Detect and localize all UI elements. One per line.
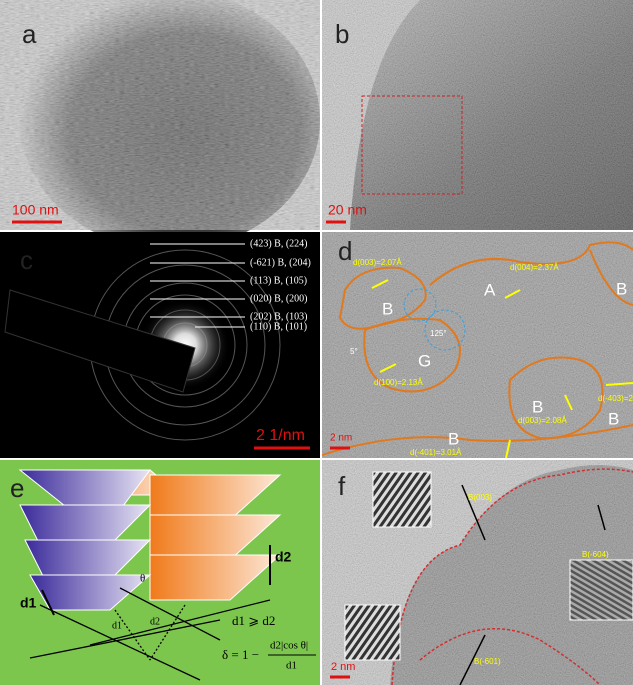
- d-spacing: d(-403)=2: [598, 394, 633, 403]
- symbol: d2: [150, 616, 160, 627]
- scale-label: 100 nm: [12, 202, 59, 218]
- panel-d: d(003)=2.07Å A B B 125° 5° G d(100)=2.13…: [322, 232, 633, 458]
- symbol: θ: [140, 573, 145, 585]
- angle-label: 5°: [350, 347, 358, 356]
- panel-letter: e: [10, 473, 24, 503]
- panel-letter: b: [335, 19, 349, 49]
- formula: d2|cos θ|: [270, 640, 308, 652]
- ring-label: (020) B, (200): [250, 293, 308, 304]
- ring-label: (202) B, (103): [250, 311, 308, 322]
- ring-label: (-621) B, (204): [250, 257, 311, 268]
- phase-label: B: [616, 279, 627, 298]
- phase-label: G: [418, 351, 431, 370]
- panel-f: B(003) B(-604) B(-601) f 2 nm: [322, 460, 633, 685]
- panel-e: e d1 d2 θ d1 d2 d1 ⩾ d2 δ = 1 − d2|cos θ…: [0, 460, 320, 685]
- plane-label: B(-601): [474, 657, 501, 666]
- phase-label: B: [608, 409, 619, 428]
- d-spacing: d(100)=2.13Å: [374, 378, 423, 387]
- phase-label: B: [448, 429, 459, 448]
- d-spacing: d(003)=2.08Å: [518, 416, 567, 425]
- scale-label: 2 nm: [331, 661, 355, 673]
- ring-label: (110) B, (101): [250, 321, 307, 332]
- phase-label: B: [532, 397, 543, 416]
- formula: δ = 1 −: [222, 647, 259, 662]
- plane-label: B(-604): [582, 550, 609, 559]
- scale-label: 2 nm: [330, 433, 352, 444]
- phase-label: B: [382, 299, 393, 318]
- panel-letter: f: [338, 471, 346, 501]
- angle-label: 125°: [430, 329, 447, 338]
- symbol: d2: [275, 549, 292, 565]
- relation: d1 ⩾ d2: [232, 613, 275, 628]
- panel-b: b 20 nm: [322, 0, 633, 230]
- zoom-box: [361, 95, 463, 195]
- ring-label: (113) B, (105): [250, 275, 307, 286]
- plane-label: B(003): [468, 493, 492, 502]
- scale-label: 2 1/nm: [256, 427, 305, 444]
- d-spacing: d(-401)=3.01Å: [410, 448, 462, 457]
- panel-letter: a: [22, 19, 37, 49]
- d-spacing: d(003)=2.07Å: [353, 258, 402, 267]
- symbol: d1: [20, 595, 37, 611]
- scale-label: 20 nm: [328, 202, 367, 218]
- panel-a: a 100 nm: [0, 0, 320, 250]
- d-spacing: d(004)=2.37Å: [510, 263, 559, 272]
- panel-letter: d: [338, 236, 352, 266]
- ring-label: (423) B, (224): [250, 238, 308, 249]
- formula: d1: [286, 660, 297, 672]
- symbol: d1: [112, 620, 122, 631]
- panel-c: (423) B, (224) (-621) B, (204) (113) B, …: [0, 232, 320, 458]
- panel-letter: c: [20, 245, 33, 275]
- phase-label: A: [484, 280, 496, 299]
